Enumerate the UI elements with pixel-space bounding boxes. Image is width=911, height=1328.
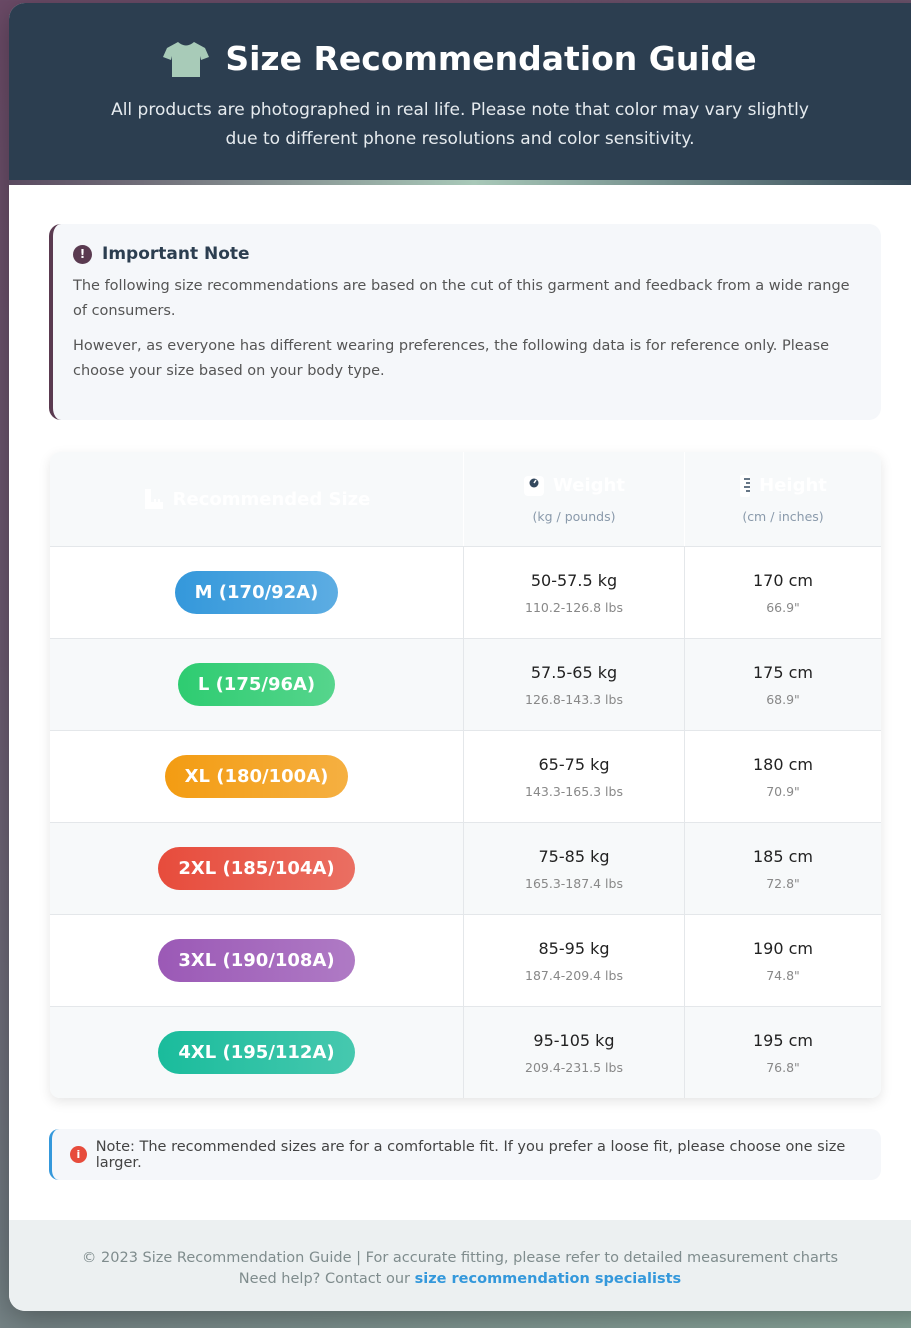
size-badge: XL (180/100A) [164,755,349,798]
weight-kg: 50-57.5 kg [530,570,618,590]
height-in: 72.8" [766,875,800,891]
ruler-vertical-icon [740,474,751,497]
height-cm: 190 cm [752,938,813,958]
weight-kg: 65-75 kg [538,754,610,774]
weight-scale-icon [524,475,545,496]
info-icon: i [70,1146,87,1163]
table-row: M (170/92A) 50-57.5 kg 110.2-126.8 lbs 17… [50,546,881,638]
height-cm: 175 cm [752,662,813,682]
size-badge: L (175/96A) [177,663,336,706]
height-in: 70.9" [766,783,800,799]
height-cm: 195 cm [752,1030,813,1050]
table-row: XL (180/100A) 65-75 kg 143.3-165.3 lbs 18… [50,730,881,822]
table-row: L (175/96A) 57.5-65 kg 126.8-143.3 lbs 17… [50,638,881,730]
size-badge: 4XL (195/112A) [158,1031,355,1074]
table-row: 3XL (190/108A) 85-95 kg 187.4-209.4 lbs 1… [50,914,881,1006]
header: Size Recommendation Guide All products a… [9,3,911,180]
weight-lbs: 126.8-143.3 lbs [525,691,623,707]
important-note: ! Important Note The following size recom… [49,224,881,420]
exclamation-icon: ! [73,244,92,264]
weight-kg: 57.5-65 kg [530,662,618,682]
weight-lbs: 209.4-231.5 lbs [525,1059,623,1075]
weight-lbs: 110.2-126.8 lbs [525,599,623,615]
table-row: 4XL (195/112A) 95-105 kg 209.4-231.5 lbs … [50,1006,881,1098]
fit-note: i Note: The recommended sizes are for a … [49,1129,881,1180]
height-cm: 170 cm [752,570,813,590]
weight-kg: 75-85 kg [538,846,610,866]
size-table: Recommended Size Weight (kg / pounds) Hei… [50,452,881,1098]
size-badge: M (170/92A) [174,571,339,614]
size-badge: 2XL (185/104A) [158,847,355,890]
height-in: 76.8" [766,1059,800,1075]
table-row: 2XL (185/104A) 75-85 kg 165.3-187.4 lbs 1… [50,822,881,914]
table-header: Recommended Size Weight (kg / pounds) Hei… [50,452,881,546]
height-in: 68.9" [766,691,800,707]
weight-kg: 85-95 kg [538,938,610,958]
page-title: Size Recommendation Guide [9,39,911,78]
divider [9,180,911,185]
height-in: 66.9" [766,599,800,615]
weight-kg: 95-105 kg [533,1030,615,1050]
guide-card: Size Recommendation Guide All products a… [9,3,911,1311]
footer: © 2023 Size Recommendation Guide | For a… [9,1220,911,1311]
weight-lbs: 143.3-165.3 lbs [525,783,623,799]
header-subtitle: All products are photographed in real li… [111,100,809,149]
height-cm: 185 cm [752,846,813,866]
tshirt-icon [163,41,210,77]
weight-lbs: 165.3-187.4 lbs [525,875,623,891]
ruler-icon [144,489,163,509]
height-in: 74.8" [766,967,800,983]
height-cm: 180 cm [752,754,813,774]
size-badge: 3XL (190/108A) [158,939,355,982]
specialists-link[interactable]: size recommendation specialists [414,1271,682,1287]
weight-lbs: 187.4-209.4 lbs [525,967,623,983]
